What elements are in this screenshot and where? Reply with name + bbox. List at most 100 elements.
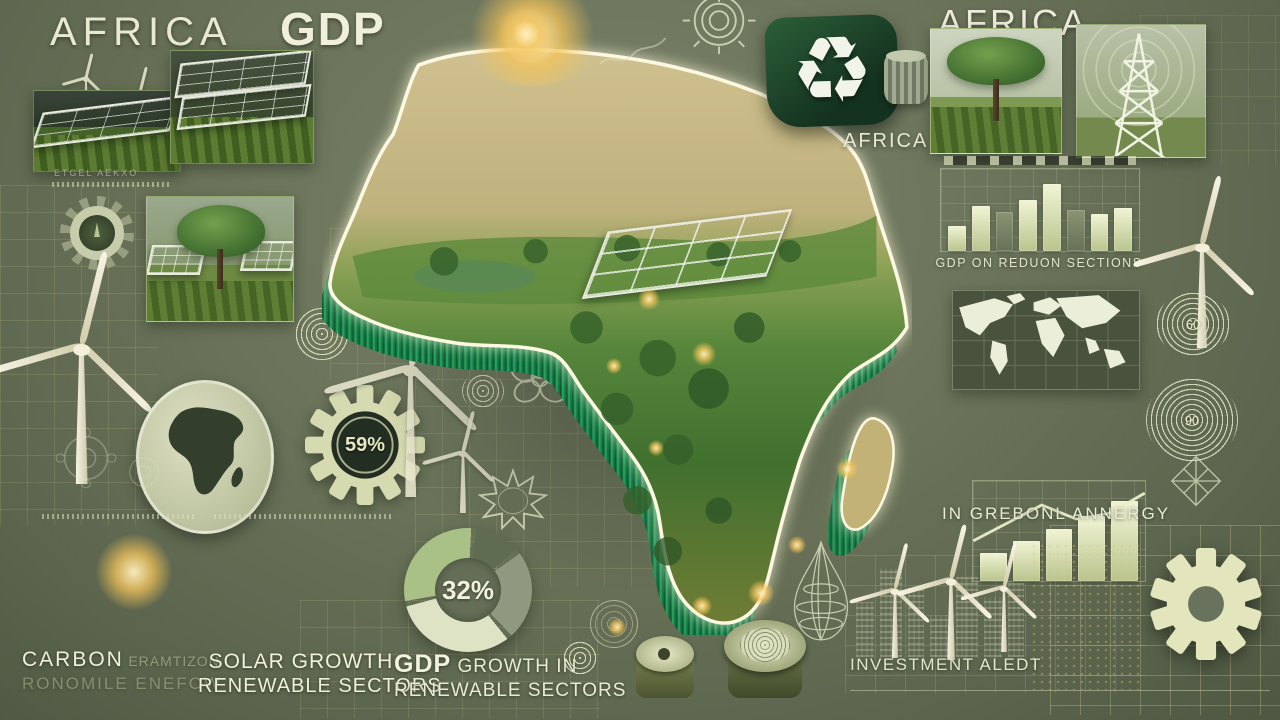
title-africa-top-left: AFRICA [50,10,233,54]
recycle-3d-base: ♻ [764,13,900,129]
caption-carbon-faint: ERAMTIZON [128,653,220,669]
sun-gear-icon [60,196,134,270]
diamond-mesh-icon [1170,455,1222,507]
label-africa-recycle: AFRICA [843,130,929,152]
button-dot [658,648,670,660]
gold-light [608,618,626,636]
caption-carbon-bright: CARBON [22,648,124,671]
trend-line [973,492,1145,542]
bar [1078,516,1106,581]
divider-line [850,690,1270,691]
africa-medallion [136,380,274,534]
sphere-mesh-icon [590,600,638,648]
transmission-tower-photo [1076,24,1206,158]
donut-gdp-growth: 32% [404,528,532,652]
recycle-icon: ♻ [788,18,875,124]
gear-percent-label: 59% [344,433,386,456]
building [856,602,874,657]
bar [1045,529,1073,581]
tree-solar-photo [146,196,294,322]
bar [1012,541,1040,581]
speckle-patch [1030,542,1142,690]
building [930,615,950,657]
bar [948,226,966,251]
caption-carbon-line2: RONOMILE ENEFOW [22,674,223,693]
bar [1090,214,1109,251]
dash-strip [944,156,1136,165]
button-glass [740,628,790,662]
bars-container [941,169,1139,251]
caption-solar: SOLAR GROWTH RENEWABLE SECTORS [198,650,442,698]
compass-rosette-icon [682,0,756,55]
solar-array-photo [170,50,314,164]
gold-light [692,596,712,616]
wire-squiggle [599,37,667,65]
gold-light [788,536,806,554]
gear-wireframe-icon [129,457,159,487]
gear-59-badge: 59% [305,385,425,505]
micro-text-strip [42,514,194,519]
caption-donut: GDP GROWTH IN RENEWABLE SECTORS [394,650,627,702]
solar-farm-photo [33,90,181,172]
tree-canopy [177,205,265,257]
caption-gdp-reduon: GDP ON REDUON SECTIONS [935,256,1143,270]
caption-donut-line2: RENEWABLE SECTORS [394,680,627,701]
water-droplet-mesh-icon [793,540,849,641]
caption-donut-bold: GDP [394,650,452,678]
tree-trunk [993,79,999,121]
gear-3d-icon [1150,548,1262,660]
gold-light [836,458,858,480]
bar [1019,200,1037,251]
bar [1114,208,1132,251]
sun-star-mesh-icon [477,467,549,530]
spiral-glyph: 60 [1185,316,1201,332]
tiny-tree-icon [94,222,100,238]
wind-turbine-3d [849,540,931,658]
bar [971,205,990,251]
wind-turbine-sketch [323,272,478,497]
barrel-top [886,50,926,62]
wind-turbine-sketch [422,408,498,513]
caption-green-energy: IN GREBONL ANNERGY [942,504,1171,523]
gold-light [748,580,774,606]
wind-turbine-3d [0,244,154,484]
spiral-glyph: 90 [1184,412,1200,428]
africa-silhouette-icon [168,407,244,495]
tree-trunk [217,249,223,289]
world-map-panel [952,290,1140,390]
spiral-rings-icon [462,372,504,410]
chart-gdp-reduon [940,168,1140,252]
bars-container [973,481,1145,581]
micro-text-strip [52,182,170,187]
bar [1111,501,1138,581]
donut-percent-label: 32% [441,574,495,605]
caption-carbon: CARBON ERAMTIZON RONOMILE ENEFOW [22,648,223,694]
spiral-rings-icon [560,638,600,678]
wind-turbine-3d [896,520,994,660]
tree-canopy [947,37,1045,85]
spiral-badge-small: 60 [1156,292,1230,356]
spiral-badge-large: 90 [1146,378,1238,462]
gold-light [606,358,622,374]
bar [995,211,1014,251]
caption-investment: INVESTMENT ALEDT [850,655,1042,674]
bar [1066,210,1085,251]
title-gdp: GDP [280,3,386,55]
garbled-micro-caption: ETGEL AEKXO [54,168,139,178]
chart-green-energy [972,480,1146,582]
sun-glare-core [498,6,554,62]
caption-donut-rest: GROWTH IN [451,656,578,677]
donut-hole: 32% [434,557,502,623]
medallion-button [724,620,806,700]
caption-solar-line2: RENEWABLE SECTORS [198,675,442,697]
gold-light [638,288,660,310]
acacia-tree-photo [930,28,1062,154]
medallion-button [636,636,694,700]
barrel-icon [884,50,928,104]
caption-solar-line1: SOLAR GROWTH [208,650,394,673]
gold-light [692,342,716,366]
bar [980,553,1007,581]
gear-wireframe-icon [55,427,117,489]
wind-turbine-3d [960,540,1038,652]
